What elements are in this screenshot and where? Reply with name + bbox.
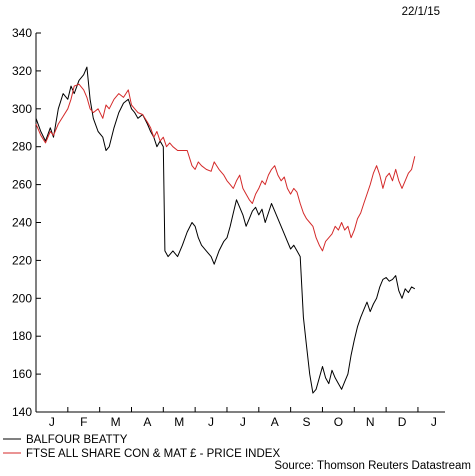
x-tick-label: M: [174, 415, 184, 429]
x-tick-label: O: [334, 415, 343, 429]
x-tick-label: S: [303, 415, 311, 429]
date-stamp: 22/1/15: [402, 6, 440, 18]
y-axis: 140 160 180 200 220 240 260 280 300 320 340: [12, 26, 41, 419]
y-tick-label: 200: [12, 291, 32, 305]
x-tick-label: J: [240, 415, 246, 429]
y-tick-label: 240: [12, 216, 32, 230]
x-tick-label: J: [49, 415, 55, 429]
x-tick-label: A: [271, 415, 279, 429]
x-tick-label: N: [366, 415, 375, 429]
series-line-balfour-beatty: [35, 66, 416, 394]
y-tick-label: 160: [12, 367, 32, 381]
y-tick-label: 260: [12, 178, 32, 192]
y-tick-label: 280: [12, 140, 32, 154]
series-line-ftse-con-mat: [35, 83, 416, 252]
y-tick-label: 340: [12, 26, 32, 40]
y-tick-label: 300: [12, 102, 32, 116]
y-tick-label: 140: [12, 405, 32, 419]
x-tick-label: D: [398, 415, 407, 429]
legend-label: FTSE ALL SHARE CON & MAT £ - PRICE INDEX: [26, 448, 280, 460]
x-tick-label: F: [80, 415, 87, 429]
source-note: Source: Thomson Reuters Datastream: [274, 460, 471, 472]
x-tick-label: J: [431, 415, 437, 429]
x-tick-label: M: [111, 415, 121, 429]
series-layer: [35, 66, 416, 394]
legend: BALFOUR BEATTY FTSE ALL SHARE CON & MAT £…: [3, 434, 280, 460]
x-tick-label: J: [208, 415, 214, 429]
y-tick-label: 220: [12, 253, 32, 267]
x-tick-label: A: [143, 415, 151, 429]
y-tick-label: 180: [12, 329, 32, 343]
legend-label: BALFOUR BEATTY: [26, 434, 128, 446]
y-tick-label: 320: [12, 64, 32, 78]
